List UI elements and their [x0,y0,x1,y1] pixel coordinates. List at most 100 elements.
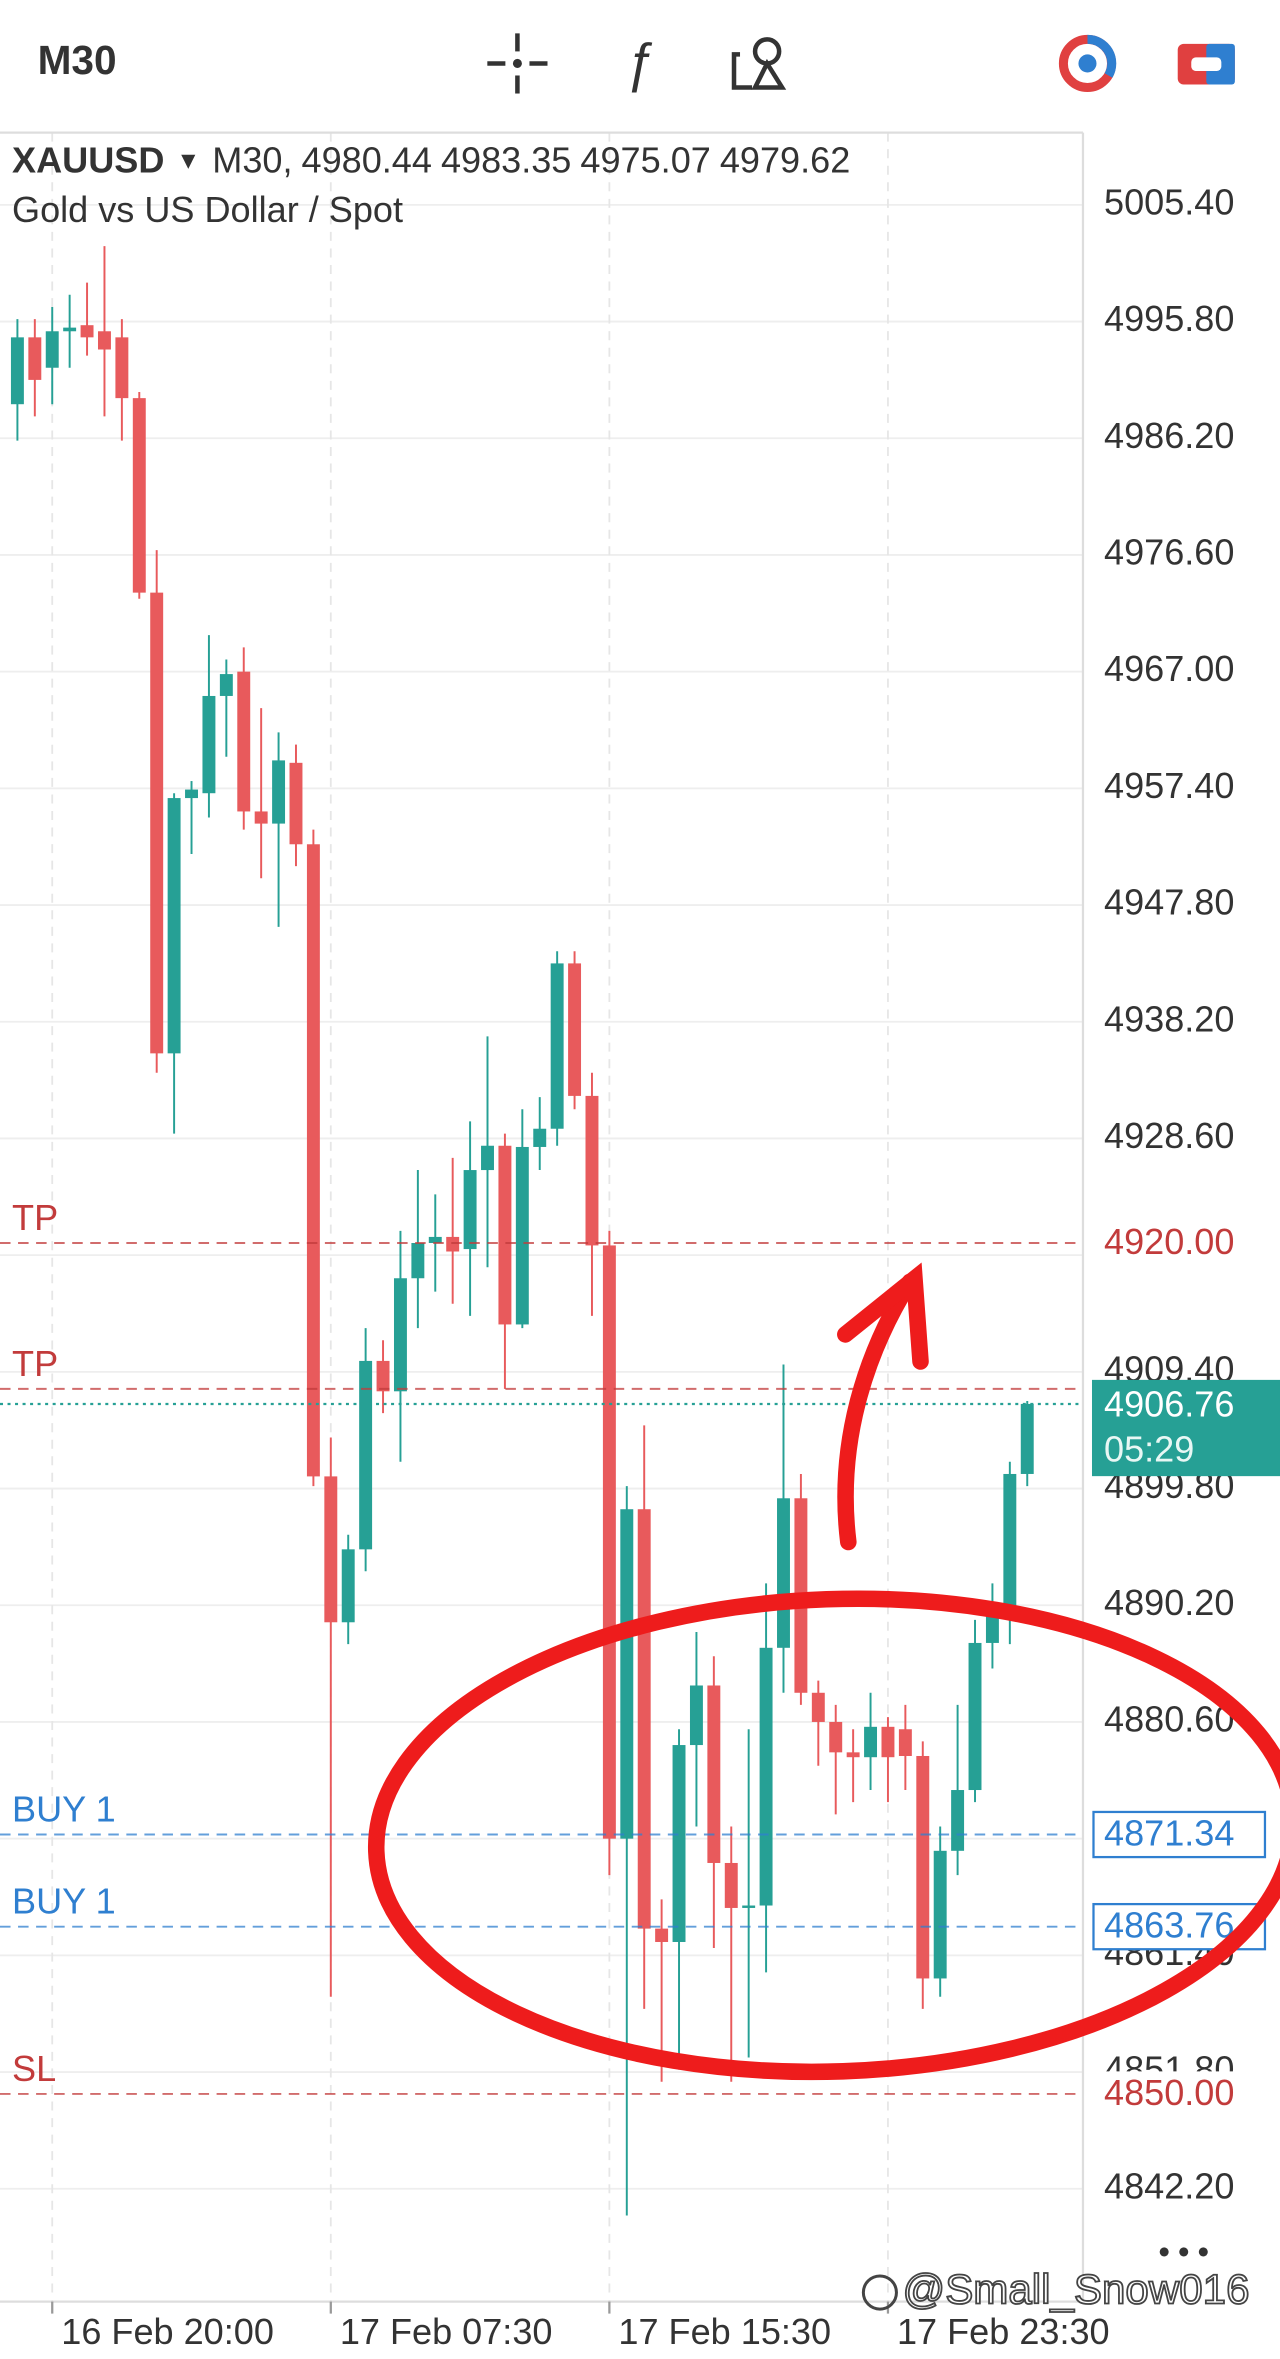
y-tick-label: 4842.20 [1104,2165,1234,2206]
objects-button[interactable] [731,37,787,90]
candle-body [202,695,216,794]
candle-body [864,1726,878,1758]
candle [689,1631,703,1827]
candle-body [707,1685,721,1863]
current-price-tag: 4906.76 [1104,1383,1234,1424]
candle [254,708,268,879]
hand-drawn-arrow [837,1273,919,1551]
candle [411,1170,425,1329]
candle [777,1364,790,1693]
trade-button[interactable] [1177,43,1235,85]
candle-body [150,592,164,1054]
candle-body [916,1755,930,1979]
watermark: @Small_Snow016 [902,2266,1249,2313]
candle-body [341,1549,355,1623]
price-tag-box [1093,2071,1265,2117]
candle [237,647,251,830]
candle-body [359,1360,373,1550]
price-tag: 4920.00 [1104,1221,1234,1262]
candle [515,1109,529,1329]
price-tag: 4863.76 [1104,1905,1234,1946]
candle [185,781,198,854]
candle [115,319,129,441]
y-tick-label: 5005.40 [1104,181,1234,222]
account-button[interactable] [1058,34,1117,93]
candle-body [742,1905,756,1908]
candle [620,1486,634,2216]
x-tick-label: 17 Feb 07:30 [340,2311,553,2352]
candle-body [132,398,146,593]
candle-body [411,1242,425,1279]
candle-body [254,811,268,824]
candle [272,732,286,927]
candle-body [533,1128,547,1147]
candle-body [481,1145,494,1171]
candle-body [306,844,320,1477]
legend-open: 4980.44 [302,139,432,180]
watermark-icon [861,2274,898,2311]
candle [359,1328,373,1572]
candle [933,1826,947,1997]
price-tag: 4850.00 [1104,2072,1234,2113]
candle [97,246,111,417]
price-line-label: BUY 1 [12,1788,116,1829]
arrow-head [837,1262,929,1370]
candle [1020,1401,1034,1487]
indicators-button[interactable]: ƒ [624,33,654,94]
candle-body [637,1509,651,1929]
legend-description: Gold vs US Dollar / Spot [12,189,403,230]
annotations [367,1262,1280,2081]
candle-body [10,337,24,405]
price-line-label: TP [12,1197,58,1238]
candle [637,1425,651,2009]
candle [898,1704,912,1791]
crosshair-button[interactable] [487,33,548,94]
candle-body [985,1610,999,1643]
candle [481,1036,494,1268]
candle [985,1583,999,1669]
y-tick-label: 4938.20 [1104,998,1234,1039]
candle [794,1473,808,1705]
candle-body [515,1146,529,1325]
candle [202,635,216,818]
candle [463,1121,477,1316]
candle-body [1020,1403,1034,1474]
candle-body [811,1692,825,1722]
candle-body [219,674,233,696]
candle [568,951,582,1110]
symbol-dropdown[interactable]: ▼ [176,148,200,175]
candle-body [672,1745,686,1942]
candle-body [933,1850,947,1979]
price-line-label: SL [12,2048,56,2089]
y-tick-label: 4976.60 [1104,531,1234,572]
candle [811,1680,825,1766]
price-tag-box [1092,1810,1267,1859]
price-line-label: BUY 1 [12,1881,116,1922]
timeframe-button[interactable]: M30 [38,37,117,83]
more-menu[interactable] [1159,2247,1208,2257]
candle-body [568,963,582,1096]
legend-low: 4975.07 [580,139,710,180]
candle-body [689,1685,703,1746]
candle [80,282,94,356]
candle [306,829,320,1487]
price-tag-box [1093,1220,1265,1266]
candle [324,1437,338,1997]
candle [881,1717,895,1803]
candle [289,744,303,867]
candle-body [777,1498,790,1648]
y-tick-label: 4967.00 [1104,648,1234,689]
candle-body [428,1236,442,1243]
candle [28,319,42,417]
candle [219,659,233,757]
candle-body [585,1095,599,1246]
grid [0,132,1083,2302]
candle [585,1072,599,1316]
candle-body [80,325,94,338]
y-tick-label: 4947.80 [1104,882,1234,923]
candle-body [272,760,286,824]
hand-drawn-ellipse [367,1590,1280,2081]
candle-body [167,798,181,1054]
candle [10,319,24,441]
